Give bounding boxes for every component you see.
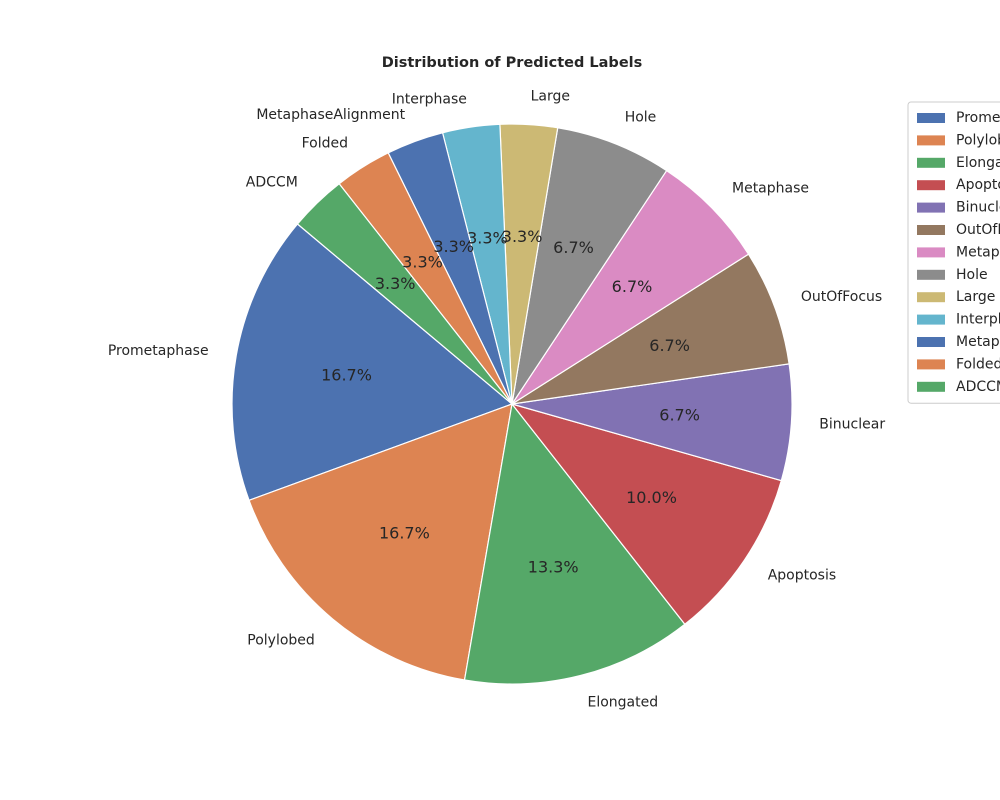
- legend-label-folded: Folded: [956, 356, 1000, 372]
- category-label-interphase: Interphase: [392, 91, 467, 107]
- legend-swatch-large: [917, 292, 945, 303]
- legend-box: [907, 101, 1000, 404]
- pie-slice-adccm: [296, 182, 513, 405]
- pie-slice-prometaphase: [231, 223, 514, 502]
- legend-swatch-binuclear: [917, 202, 945, 213]
- category-label-elongated: Elongated: [588, 695, 659, 711]
- pie-slice-elongated: [463, 402, 686, 685]
- pie-slice-hole: [511, 127, 668, 405]
- legend-label-apoptosis: Apoptosis: [956, 177, 1000, 193]
- legend-label-metaphasealignment: MetaphaseAlignment: [956, 334, 1000, 350]
- percent-label-folded: 3.3%: [402, 252, 443, 271]
- percent-label-hole: 6.7%: [553, 238, 594, 257]
- pie-slice-outoffocus: [511, 253, 790, 405]
- legend-swatch-metaphasealignment: [917, 337, 945, 347]
- legend-swatch-polylobed: [917, 135, 945, 146]
- legend-label-interphase: Interphase: [956, 312, 1000, 328]
- percent-label-metaphasealignment: 3.3%: [433, 237, 474, 256]
- category-label-binuclear: Binuclear: [819, 417, 885, 433]
- pie-slice-metaphase: [511, 169, 750, 405]
- chart-title: Distribution of Predicted Labels: [382, 55, 643, 71]
- percent-label-outoffocus: 6.7%: [649, 336, 690, 355]
- legend-label-large: Large: [956, 289, 995, 305]
- legend-label-prometaphase: Prometaphase: [956, 110, 1000, 126]
- percent-label-prometaphase: 16.7%: [321, 366, 372, 385]
- percent-label-adccm: 3.3%: [375, 274, 416, 293]
- category-label-metaphasealignment: MetaphaseAlignment: [256, 107, 405, 123]
- category-label-large: Large: [531, 89, 570, 105]
- legend-label-elongated: Elongated: [956, 155, 1000, 171]
- category-label-prometaphase: Prometaphase: [108, 343, 209, 359]
- percent-label-metaphase: 6.7%: [612, 277, 653, 296]
- percent-label-apoptosis: 10.0%: [626, 488, 677, 507]
- legend-label-polylobed: Polylobed: [956, 132, 1000, 148]
- legend-swatch-metaphase: [917, 247, 945, 258]
- legend-label-adccm: ADCCM: [956, 379, 1000, 395]
- percent-label-interphase: 3.3%: [467, 228, 508, 247]
- category-label-folded: Folded: [302, 135, 348, 151]
- percent-labels: 16.7% 16.7% 13.3% 10.0% 6.7% 6.7% 6.7% 6.7% 3.3%…: [321, 227, 700, 577]
- legend-swatch-elongated: [917, 157, 945, 168]
- legend-label-hole: Hole: [956, 267, 988, 283]
- legend-swatch-prometaphase: [917, 113, 945, 123]
- category-label-hole: Hole: [625, 109, 657, 125]
- category-label-adccm: ADCCM: [246, 175, 298, 191]
- legend: Prometaphase Polylobed Elongated Apoptosis B…: [907, 101, 1000, 404]
- category-label-polylobed: Polylobed: [247, 633, 315, 649]
- legend-swatch-folded: [917, 359, 945, 370]
- pie-slice-binuclear: [511, 363, 793, 482]
- legend-label-binuclear: Binuclear: [956, 200, 1000, 216]
- category-label-apoptosis: Apoptosis: [768, 568, 836, 584]
- legend-label-outoffocus: OutOfFocus: [956, 222, 1000, 238]
- legend-label-metaphase: Metaphase: [956, 244, 1000, 260]
- category-label-metaphase: Metaphase: [732, 180, 809, 196]
- category-labels: Prometaphase Polylobed Elongated Apoptosis B…: [108, 89, 886, 711]
- pie-slice-polylobed: [248, 403, 513, 681]
- legend-swatch-hole: [917, 269, 945, 280]
- legend-swatch-outoffocus: [917, 225, 945, 235]
- percent-label-polylobed: 16.7%: [379, 524, 430, 543]
- percent-label-elongated: 13.3%: [528, 557, 579, 576]
- category-label-outoffocus: OutOfFocus: [801, 289, 882, 305]
- pie-slice-apoptosis: [510, 402, 783, 626]
- percent-label-binuclear: 6.7%: [659, 406, 700, 425]
- legend-swatch-adccm: [917, 381, 945, 392]
- percent-label-large: 3.3%: [502, 227, 543, 246]
- legend-swatch-apoptosis: [917, 180, 945, 191]
- legend-swatch-interphase: [917, 314, 945, 325]
- pie-slices: [231, 123, 793, 685]
